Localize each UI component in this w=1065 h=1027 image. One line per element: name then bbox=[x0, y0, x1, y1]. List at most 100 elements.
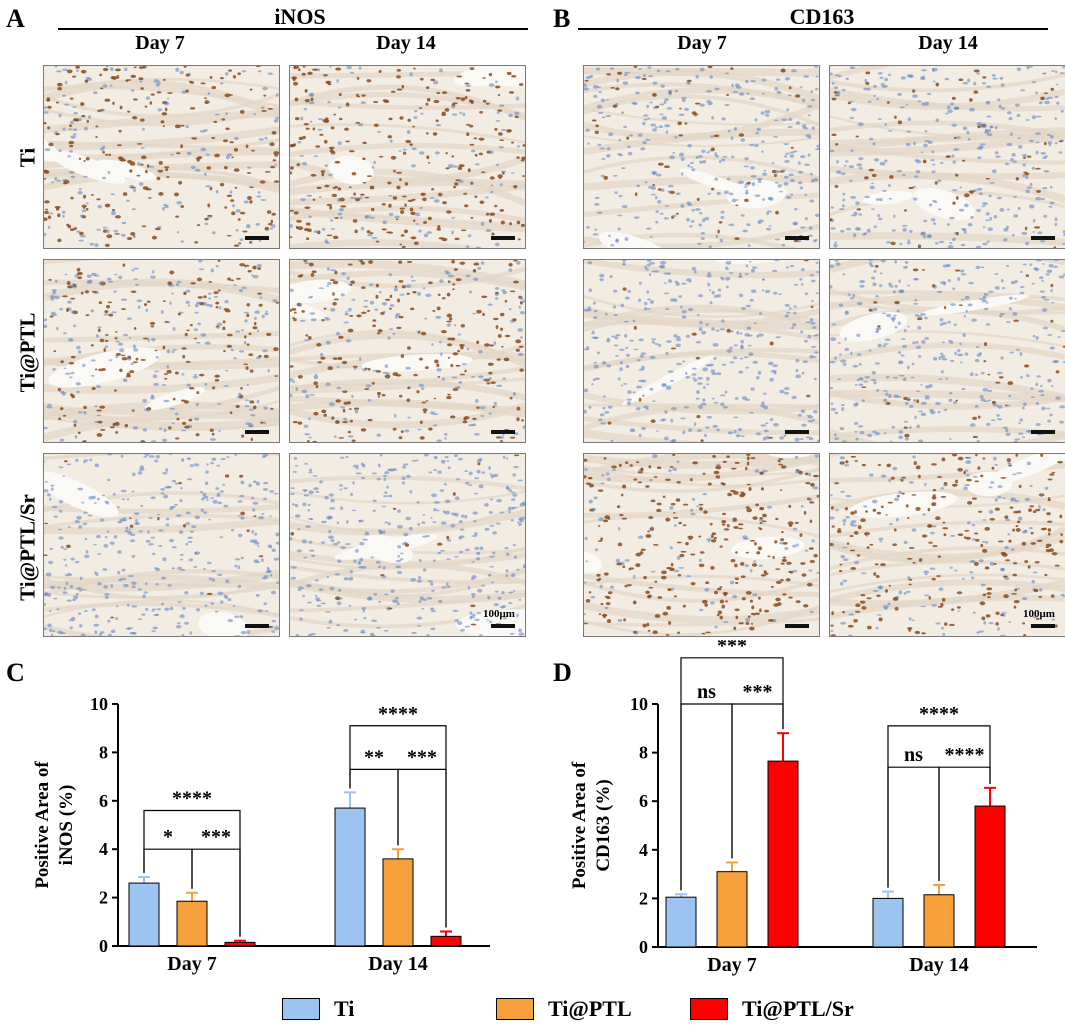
cd163-chart-bar-ti-ptl-day7 bbox=[716, 871, 748, 948]
cd163-chart-significance-label: *** bbox=[717, 640, 747, 657]
legend-label-ti: Ti bbox=[334, 996, 355, 1021]
panel-b-day14-header: Day 14 bbox=[918, 32, 978, 54]
cd163-chart-bar-ti-ptl-sr-day7 bbox=[767, 760, 799, 948]
scale-bar bbox=[1031, 624, 1055, 628]
scale-bar bbox=[245, 624, 269, 628]
inos-chart-significance-bracket bbox=[143, 809, 241, 937]
micrograph-a-ti-ptl-day7 bbox=[43, 259, 280, 443]
cd163-bar-chart: 0 2 4 6 8 10 Positive Area of CD163 (%) Day 7 Day… bbox=[569, 640, 1037, 976]
micrograph-a-ti-ptl-sr-day7 bbox=[43, 453, 280, 637]
panel-b-day7-header: Day 7 bbox=[677, 32, 727, 54]
scale-bar bbox=[245, 430, 269, 434]
scale-bar bbox=[491, 430, 515, 434]
panel-a-title-rule bbox=[58, 28, 528, 30]
legend-swatch-ti bbox=[282, 998, 320, 1020]
micrograph-b-ti-ptl-day7 bbox=[583, 259, 820, 443]
legend-swatch-ti-ptl-sr bbox=[690, 998, 728, 1020]
cd163-chart-bar-ti-ptl-day14 bbox=[923, 894, 955, 948]
row-label-ti: Ti bbox=[15, 147, 40, 168]
legend-label-ti-ptl: Ti@PTL bbox=[548, 996, 632, 1021]
row-label-ti-ptl-sr: Ti@PTL/Sr bbox=[15, 494, 40, 601]
panel-b-marker-title: CD163 bbox=[789, 4, 855, 29]
micrograph-a-ti-day7 bbox=[43, 65, 280, 249]
inos-chart-significance-label: **** bbox=[378, 703, 418, 725]
cd163-chart-significance-label: **** bbox=[945, 744, 985, 766]
cd163-chart-y-tick-label: 0 bbox=[639, 937, 648, 957]
panel-letter-b: B bbox=[553, 4, 571, 33]
cd163-chart-y-tick-label: 6 bbox=[639, 791, 648, 811]
legend-item-ti-ptl: Ti@PTL bbox=[496, 996, 632, 1022]
inos-chart-y-label: Positive Area of iNOS (%) bbox=[32, 761, 77, 889]
cd163-chart-significance-label: ns bbox=[904, 744, 923, 766]
scale-bar bbox=[785, 624, 809, 628]
micrograph-b-ti-day7 bbox=[583, 65, 820, 249]
cd163-chart-bar-ti-day7 bbox=[665, 896, 697, 948]
inos-bar-chart: 0 2 4 6 8 10 Positive Area of iNOS (%) Day 7 Day … bbox=[32, 694, 490, 975]
cd163-chart-significance-bracket bbox=[887, 725, 991, 888]
inos-chart-bar-ti-ptl-day14 bbox=[382, 858, 414, 947]
micrograph-a-ti-ptl-day14 bbox=[289, 259, 526, 443]
micrograph-b-ti-day14 bbox=[829, 65, 1065, 249]
micrograph-a-ti-day14 bbox=[289, 65, 526, 249]
inos-chart-significance-label: ** bbox=[364, 746, 384, 768]
inos-chart-y-tick-label: 0 bbox=[99, 936, 108, 956]
cd163-chart-y-label: Positive Area of CD163 (%) bbox=[569, 761, 614, 889]
cd163-chart-significance-label: *** bbox=[743, 681, 773, 703]
cd163-chart-significance-bracket bbox=[887, 766, 940, 888]
cd163-chart-y-tick-label: 4 bbox=[639, 840, 648, 860]
cd163-chart-significance-bracket bbox=[680, 703, 733, 891]
scale-bar bbox=[1031, 430, 1055, 434]
inos-chart-y-tick-label: 6 bbox=[99, 791, 108, 811]
cd163-chart-significance-bracket bbox=[680, 657, 784, 891]
scale-bar bbox=[491, 236, 515, 240]
inos-chart-significance-label: **** bbox=[172, 787, 212, 809]
legend-label-ti-ptl-sr: Ti@PTL/Sr bbox=[742, 996, 854, 1021]
legend-swatch-ti-ptl bbox=[496, 998, 534, 1020]
inos-chart-y-tick-label: 8 bbox=[99, 742, 108, 762]
inos-chart-bar-ti-ptl-sr-day14 bbox=[430, 935, 462, 947]
micrograph-b-ti-ptl-sr-day7 bbox=[583, 453, 820, 637]
inos-chart-bar-ti-ptl-sr-day7 bbox=[224, 941, 256, 947]
micrograph-b-ti-ptl-sr-day14: 100μm bbox=[829, 453, 1065, 637]
inos-chart-significance-bracket bbox=[349, 725, 447, 928]
panel-letter-c: C bbox=[6, 658, 25, 687]
inos-chart-bar-ti-day14 bbox=[334, 807, 366, 947]
cd163-chart-bar-ti-ptl-sr-day14 bbox=[974, 805, 1006, 948]
inos-chart-bar-ti-day7 bbox=[128, 882, 160, 947]
row-label-ti-ptl: Ti@PTL bbox=[15, 312, 40, 393]
inos-chart-significance-label: *** bbox=[201, 826, 231, 848]
inos-chart-x-tick-label: Day 14 bbox=[368, 953, 427, 975]
inos-chart-y-tick-label: 2 bbox=[99, 888, 108, 908]
scale-bar-label: 100μm bbox=[483, 608, 515, 620]
micrograph-a-ti-ptl-sr-day14: 100μm bbox=[289, 453, 526, 637]
cd163-chart-y-tick-label: 8 bbox=[639, 743, 648, 763]
inos-chart-y-tick-label: 4 bbox=[99, 839, 108, 859]
cd163-chart-bar-ti-day14 bbox=[872, 897, 904, 948]
inos-chart-significance-label: *** bbox=[407, 746, 437, 768]
panel-a-marker-title: iNOS bbox=[274, 4, 326, 29]
micrograph-b-ti-ptl-day14 bbox=[829, 259, 1065, 443]
inos-chart-x-tick-label: Day 7 bbox=[167, 953, 216, 975]
cd163-chart-y-tick-label: 10 bbox=[630, 694, 648, 714]
inos-chart-bar-ti-ptl-day7 bbox=[176, 900, 208, 947]
cd163-chart-x-tick-label: Day 7 bbox=[707, 954, 756, 976]
scale-bar bbox=[245, 236, 269, 240]
cd163-chart-y-tick-label: 2 bbox=[639, 888, 648, 908]
scale-bar bbox=[785, 236, 809, 240]
inos-chart-significance-label: * bbox=[163, 826, 173, 848]
panel-letter-d: D bbox=[553, 658, 572, 687]
cd163-chart-x-tick-label: Day 14 bbox=[909, 954, 968, 976]
scale-bar bbox=[1031, 236, 1055, 240]
panel-a-day14-header: Day 14 bbox=[376, 32, 436, 54]
scale-bar bbox=[785, 430, 809, 434]
scale-bar-label: 100μm bbox=[1023, 608, 1055, 620]
panel-a-day7-header: Day 7 bbox=[135, 32, 185, 54]
legend-item-ti: Ti bbox=[282, 996, 354, 1022]
inos-chart-y-tick-label: 10 bbox=[90, 694, 108, 714]
cd163-chart-significance-label: **** bbox=[919, 703, 959, 725]
legend-item-ti-ptl-sr: Ti@PTL/Sr bbox=[690, 996, 854, 1022]
scale-bar bbox=[491, 624, 515, 628]
panel-letter-a: A bbox=[6, 4, 25, 33]
panel-b-title-rule bbox=[578, 28, 1048, 30]
cd163-chart-significance-label: ns bbox=[697, 681, 716, 703]
